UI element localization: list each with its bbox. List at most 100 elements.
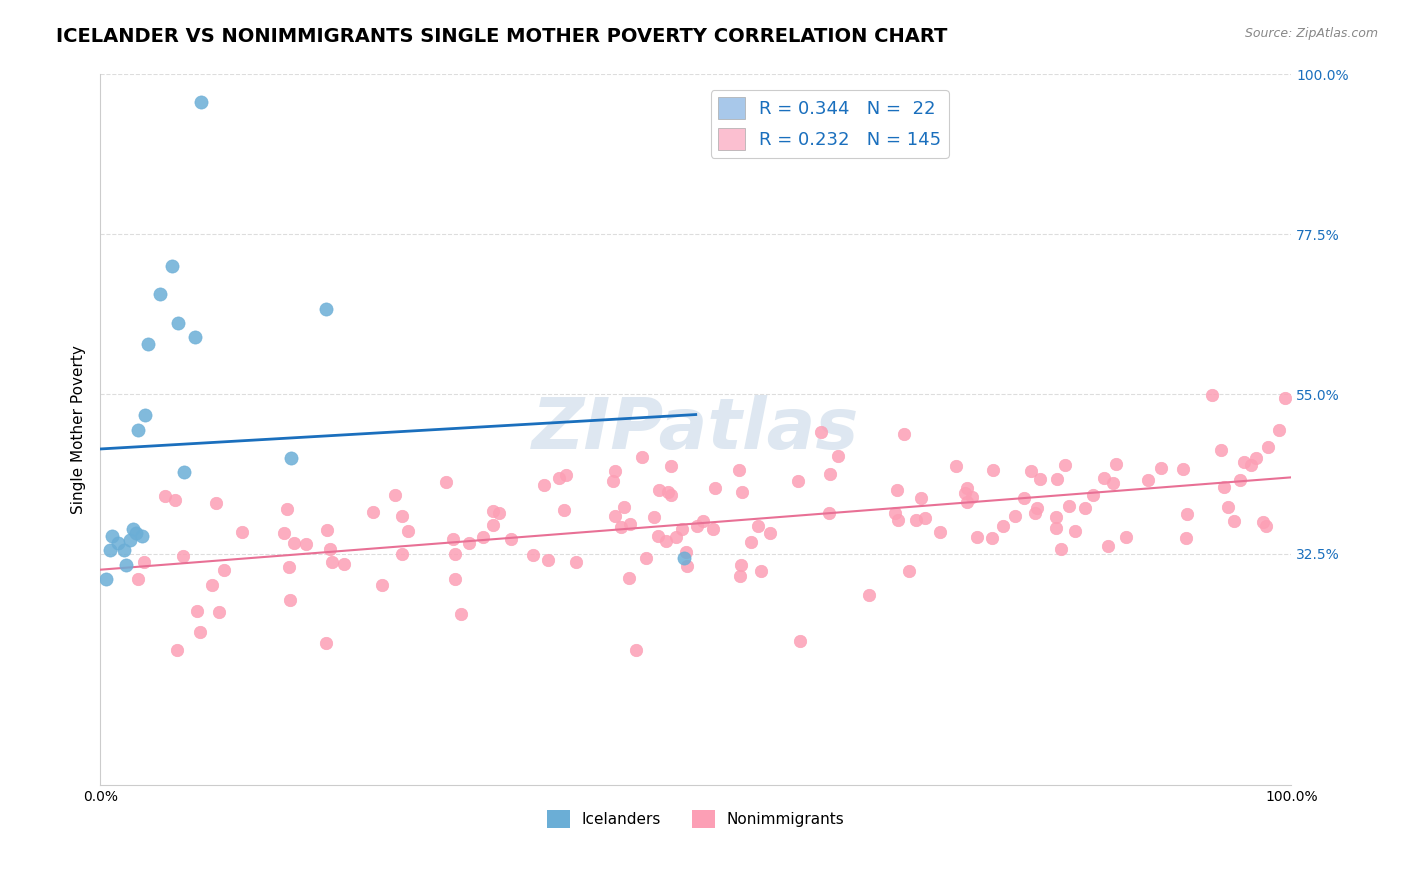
Point — [605, 508, 627, 523]
Point — [283, 536, 305, 550]
Point — [361, 505, 384, 519]
Point — [1081, 488, 1104, 502]
Point — [1064, 524, 1087, 539]
Point — [118, 533, 141, 547]
Point — [522, 549, 544, 563]
Point — [186, 604, 208, 618]
Point — [665, 530, 688, 544]
Point — [613, 500, 636, 514]
Point — [127, 423, 149, 437]
Point — [610, 520, 633, 534]
Point — [904, 513, 927, 527]
Point — [173, 465, 195, 479]
Point — [112, 543, 135, 558]
Point — [1257, 440, 1279, 454]
Point — [991, 519, 1014, 533]
Point — [1012, 491, 1035, 505]
Point — [1105, 457, 1128, 471]
Point — [1229, 474, 1251, 488]
Point — [115, 558, 138, 572]
Point — [960, 490, 983, 504]
Point — [675, 545, 697, 559]
Point — [1274, 391, 1296, 405]
Point — [231, 525, 253, 540]
Point — [441, 532, 464, 546]
Point — [127, 572, 149, 586]
Point — [1268, 423, 1291, 437]
Point — [1046, 472, 1069, 486]
Point — [101, 529, 124, 543]
Point — [1028, 472, 1050, 486]
Point — [488, 506, 510, 520]
Point — [634, 551, 657, 566]
Point — [1049, 541, 1071, 556]
Point — [671, 523, 693, 537]
Point — [122, 522, 145, 536]
Point — [692, 515, 714, 529]
Point — [956, 481, 979, 495]
Point — [1213, 481, 1236, 495]
Point — [136, 337, 159, 351]
Point — [163, 493, 186, 508]
Point — [457, 535, 479, 549]
Point — [827, 449, 849, 463]
Point — [1209, 442, 1232, 457]
Point — [280, 450, 302, 465]
Point — [1150, 461, 1173, 475]
Point — [149, 287, 172, 301]
Point — [212, 563, 235, 577]
Point — [981, 463, 1004, 477]
Point — [1254, 518, 1277, 533]
Point — [319, 541, 342, 556]
Point — [481, 504, 503, 518]
Point — [619, 517, 641, 532]
Point — [450, 607, 472, 622]
Point — [1101, 476, 1123, 491]
Point — [956, 495, 979, 509]
Point — [655, 534, 678, 549]
Point — [657, 485, 679, 500]
Point — [648, 483, 671, 498]
Text: ICELANDER VS NONIMMIGRANTS SINGLE MOTHER POVERTY CORRELATION CHART: ICELANDER VS NONIMMIGRANTS SINGLE MOTHER… — [56, 27, 948, 45]
Point — [160, 259, 183, 273]
Point — [953, 486, 976, 500]
Point — [740, 535, 762, 549]
Point — [818, 467, 841, 481]
Point — [1115, 530, 1137, 544]
Point — [624, 643, 647, 657]
Point — [647, 529, 669, 543]
Point — [1019, 463, 1042, 477]
Point — [1240, 458, 1263, 472]
Point — [547, 471, 569, 485]
Point — [886, 513, 908, 527]
Text: ZIPatlas: ZIPatlas — [531, 395, 859, 464]
Point — [391, 547, 413, 561]
Point — [1173, 462, 1195, 476]
Point — [747, 518, 769, 533]
Legend: Icelanders, Nonimmigrants: Icelanders, Nonimmigrants — [541, 804, 851, 834]
Point — [966, 530, 988, 544]
Point — [553, 503, 575, 517]
Point — [384, 488, 406, 502]
Point — [98, 543, 121, 558]
Point — [1251, 515, 1274, 529]
Point — [602, 474, 624, 488]
Point — [134, 555, 156, 569]
Point — [396, 524, 419, 538]
Point — [333, 557, 356, 571]
Point — [981, 531, 1004, 545]
Point — [205, 496, 228, 510]
Text: Source: ZipAtlas.com: Source: ZipAtlas.com — [1244, 27, 1378, 40]
Point — [897, 564, 920, 578]
Point — [1244, 450, 1267, 465]
Point — [884, 507, 907, 521]
Point — [278, 593, 301, 607]
Point — [533, 478, 555, 492]
Point — [172, 549, 194, 563]
Point — [107, 536, 129, 550]
Point — [499, 533, 522, 547]
Point — [316, 524, 339, 538]
Point — [728, 463, 751, 477]
Point — [201, 578, 224, 592]
Point — [643, 509, 665, 524]
